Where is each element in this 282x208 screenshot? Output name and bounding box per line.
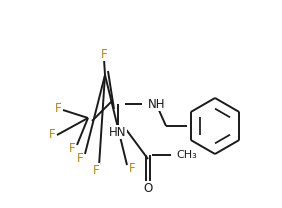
Text: F: F bbox=[69, 141, 75, 155]
Text: O: O bbox=[143, 182, 153, 194]
Text: F: F bbox=[101, 47, 107, 61]
Text: F: F bbox=[49, 129, 55, 141]
Text: F: F bbox=[93, 163, 99, 177]
Text: HN: HN bbox=[109, 125, 127, 139]
Text: NH: NH bbox=[148, 98, 166, 110]
Text: CH₃: CH₃ bbox=[176, 150, 197, 160]
Text: F: F bbox=[77, 151, 83, 165]
Text: F: F bbox=[55, 102, 61, 114]
Text: F: F bbox=[129, 161, 135, 175]
